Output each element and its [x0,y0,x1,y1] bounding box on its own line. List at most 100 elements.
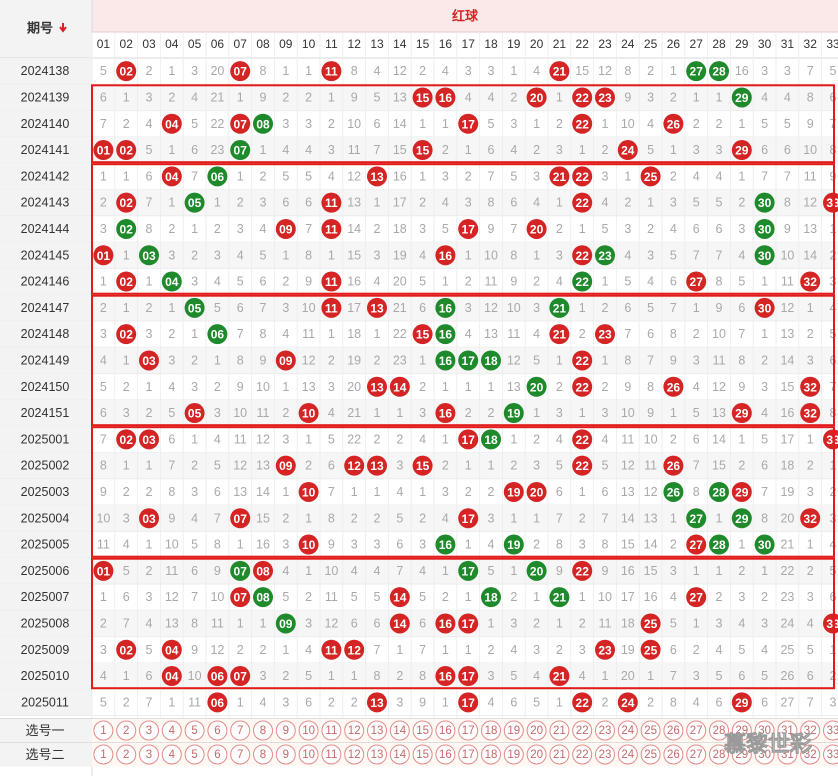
column-header-16[interactable]: 16 [439,37,453,51]
column-header-21[interactable]: 21 [553,37,567,51]
column-header-23[interactable]: 23 [598,37,612,51]
column-header-12[interactable]: 12 [348,37,362,51]
miss-count: 2 [442,143,449,157]
miss-count: 12 [210,643,224,657]
select-ball-number[interactable]: 19 [507,749,520,761]
select-ball-number[interactable]: 23 [599,749,612,761]
select-ball-number[interactable]: 3 [146,749,152,761]
select-ball-number[interactable]: 12 [348,749,361,761]
select-ball-number[interactable]: 25 [644,725,657,737]
select-ball-number[interactable]: 25 [644,749,657,761]
column-header-20[interactable]: 20 [530,37,544,51]
select-ball-number[interactable]: 9 [283,725,289,737]
select-ball-number[interactable]: 14 [393,725,406,737]
select-ball-number[interactable]: 2 [123,749,129,761]
column-header-29[interactable]: 29 [735,37,749,51]
column-header-08[interactable]: 08 [256,37,270,51]
select-ball-number[interactable]: 33 [827,749,838,761]
select-ball-number[interactable]: 22 [576,749,589,761]
ball-number: 16 [439,249,453,263]
miss-count: 25 [780,643,794,657]
column-header-31[interactable]: 31 [781,37,795,51]
column-header-17[interactable]: 17 [462,37,476,51]
select-ball-number[interactable]: 7 [237,725,243,737]
select-ball-number[interactable]: 17 [462,749,475,761]
column-header-30[interactable]: 30 [758,37,772,51]
select-ball-number[interactable]: 24 [621,725,634,737]
select-ball-number[interactable]: 19 [507,725,520,737]
select-ball-number[interactable]: 22 [576,725,589,737]
column-header-15[interactable]: 15 [416,37,430,51]
column-header-03[interactable]: 03 [142,37,156,51]
select-ball-number[interactable]: 18 [485,749,498,761]
column-header-01[interactable]: 01 [97,37,111,51]
select-ball-number[interactable]: 21 [553,749,566,761]
column-header-24[interactable]: 24 [621,37,635,51]
column-header-22[interactable]: 22 [576,37,590,51]
select-ball-number[interactable]: 7 [237,749,243,761]
select-ball-number[interactable]: 33 [827,725,838,737]
column-header-07[interactable]: 07 [234,37,248,51]
column-header-19[interactable]: 19 [507,37,521,51]
column-header-04[interactable]: 04 [165,37,179,51]
miss-count: 7 [488,169,495,183]
miss-count: 6 [305,695,312,709]
select-ball-number[interactable]: 9 [283,749,289,761]
column-header-25[interactable]: 25 [644,37,658,51]
select-ball-number[interactable]: 16 [439,725,452,737]
select-ball-number[interactable]: 13 [371,725,384,737]
column-header-13[interactable]: 13 [370,37,384,51]
select-ball-number[interactable]: 12 [348,725,361,737]
column-header-11[interactable]: 11 [325,37,338,51]
select-ball-number[interactable]: 4 [169,725,176,737]
select-ball-number[interactable]: 4 [169,749,176,761]
select-ball-number[interactable]: 20 [530,725,543,737]
select-ball-number[interactable]: 6 [214,749,220,761]
select-ball-number[interactable]: 6 [214,725,220,737]
miss-count: 3 [282,432,289,446]
select-ball-number[interactable]: 3 [146,725,152,737]
select-ball-number[interactable]: 20 [530,749,543,761]
select-ball-number[interactable]: 8 [260,749,266,761]
column-header-14[interactable]: 14 [393,37,407,51]
select-ball-number[interactable]: 16 [439,749,452,761]
select-ball-number[interactable]: 23 [599,725,612,737]
select-ball-number[interactable]: 1 [100,725,106,737]
column-header-10[interactable]: 10 [302,37,316,51]
period-label: 2024138 [21,64,70,78]
select-ball-number[interactable]: 10 [302,725,315,737]
column-header-28[interactable]: 28 [712,37,726,51]
select-ball-number[interactable]: 11 [325,725,337,737]
select-ball-number[interactable]: 8 [260,725,266,737]
column-header-27[interactable]: 27 [690,37,704,51]
select-ball-number[interactable]: 15 [416,725,429,737]
column-header-05[interactable]: 05 [188,37,202,51]
select-ball-number[interactable]: 11 [325,749,337,761]
column-header-33[interactable]: 33 [826,37,838,51]
select-ball-number[interactable]: 1 [100,749,106,761]
select-ball-number[interactable]: 17 [462,725,475,737]
select-ball-number[interactable]: 26 [667,749,680,761]
column-header-18[interactable]: 18 [484,37,498,51]
select-ball-number[interactable]: 27 [690,749,703,761]
period-header[interactable]: 期号 [27,21,53,36]
column-header-06[interactable]: 06 [211,37,225,51]
select-ball-number[interactable]: 5 [191,749,197,761]
column-header-26[interactable]: 26 [667,37,681,51]
select-ball-number[interactable]: 24 [621,749,634,761]
miss-count: 5 [100,380,107,394]
column-header-02[interactable]: 02 [120,37,134,51]
column-header-32[interactable]: 32 [804,37,818,51]
select-ball-number[interactable]: 15 [416,749,429,761]
select-ball-number[interactable]: 13 [371,749,384,761]
select-ball-number[interactable]: 21 [553,725,566,737]
select-ball-number[interactable]: 26 [667,725,680,737]
select-ball-number[interactable]: 2 [123,725,129,737]
column-header-09[interactable]: 09 [279,37,293,51]
miss-count: 13 [507,380,521,394]
select-ball-number[interactable]: 27 [690,725,703,737]
select-ball-number[interactable]: 5 [191,725,197,737]
select-ball-number[interactable]: 10 [302,749,315,761]
select-ball-number[interactable]: 14 [393,749,406,761]
select-ball-number[interactable]: 18 [485,725,498,737]
